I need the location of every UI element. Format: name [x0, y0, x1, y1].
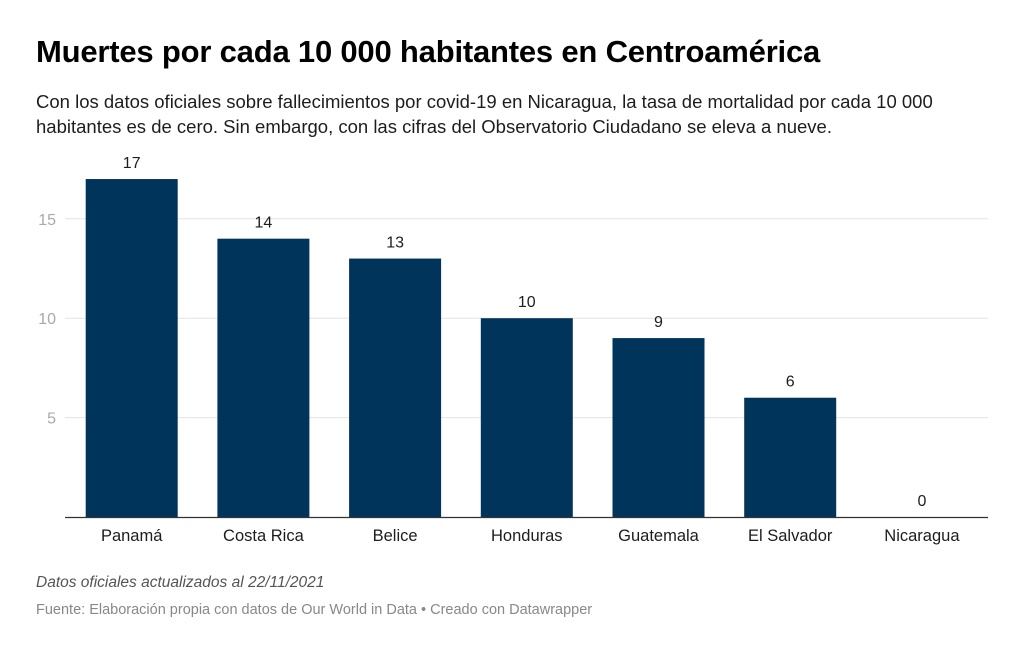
bar [612, 338, 705, 517]
bar-value-label: 14 [255, 215, 273, 232]
bar-value-label: 6 [786, 374, 795, 391]
bar-value-label: 17 [123, 155, 141, 172]
x-tick-label: Honduras [491, 527, 563, 545]
chart-title: Muertes por cada 10 000 habitantes en Ce… [36, 34, 821, 69]
x-tick-label: Belice [373, 527, 418, 545]
x-tick-label: Guatemala [618, 527, 700, 545]
bar [85, 179, 178, 518]
y-tick-label: 15 [38, 212, 56, 229]
x-tick-label: Panamá [101, 527, 163, 545]
bar [480, 318, 573, 517]
chart-subtitle: Con los datos oficiales sobre fallecimie… [36, 91, 933, 137]
bars [85, 179, 837, 518]
bar [217, 238, 310, 517]
x-axis-ticks: Panamá Costa Rica Belice Honduras Guatemala E… [101, 527, 960, 545]
y-axis-ticks: 5 10 15 [38, 212, 56, 428]
bar [744, 397, 837, 517]
y-tick-label: 5 [47, 411, 56, 428]
x-tick-label: El Salvador [748, 527, 833, 545]
x-tick-label: Costa Rica [223, 527, 305, 545]
y-tick-label: 10 [38, 311, 56, 328]
source-credit: Fuente: Elaboración propia con datos de … [36, 602, 593, 618]
bar [349, 258, 442, 517]
value-labels: 17 14 13 10 9 6 0 [123, 155, 927, 510]
bar-value-label: 0 [917, 493, 926, 510]
x-tick-label: Nicaragua [884, 527, 960, 545]
bar-value-label: 9 [654, 314, 663, 331]
bar-value-label: 13 [386, 235, 404, 252]
data-note: Datos oficiales actualizados al 22/11/20… [36, 574, 325, 591]
bar-value-label: 10 [518, 294, 536, 311]
